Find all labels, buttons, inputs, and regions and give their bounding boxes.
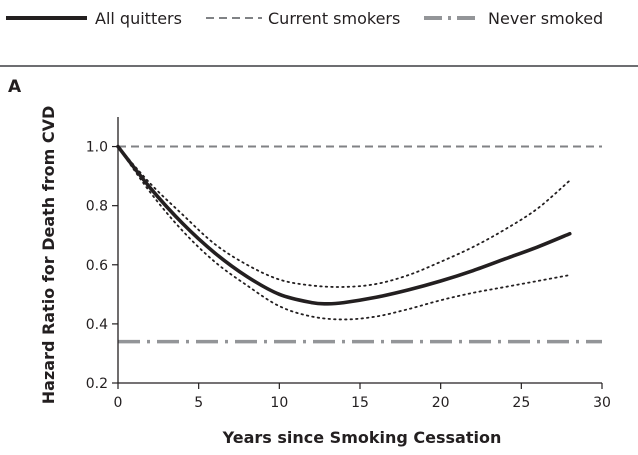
x-tick-label: 25 — [512, 395, 530, 411]
y-tick-label: 1.0 — [86, 140, 108, 156]
x-tick-label: 30 — [593, 395, 611, 411]
x-tick-label: 10 — [270, 395, 288, 411]
y-tick-label: 0.2 — [86, 376, 108, 392]
x-tick-label: 20 — [432, 395, 450, 411]
y-tick-label: 0.8 — [86, 199, 108, 215]
axes: 0 5 10 15 20 25 30 0.2 0.4 0.6 0.8 1.0 — [86, 117, 611, 411]
panel-label: A — [8, 77, 22, 97]
series-layer — [116, 144, 602, 344]
series-line-all-quitters — [116, 144, 572, 306]
y-tick-label: 0.4 — [86, 317, 108, 333]
series-line-upper-95-ci — [117, 145, 571, 288]
legend-label-never-smoked: Never smoked — [488, 9, 603, 28]
legend-label-all-quitters: All quitters — [95, 9, 182, 28]
x-axis-title: Years since Smoking Cessation — [222, 428, 502, 447]
legend-divider — [0, 65, 638, 67]
x-tick-label: 5 — [194, 395, 203, 411]
series-line-lower-95-ci — [117, 145, 571, 321]
y-tick-label: 0.6 — [86, 258, 108, 274]
y-axis-title: Hazard Ratio for Death from CVD — [39, 106, 58, 404]
legend-label-current-smokers: Current smokers — [268, 9, 400, 28]
x-tick-label: 0 — [114, 395, 123, 411]
x-tick-label: 15 — [351, 395, 369, 411]
legend: All quitters Current smokers Never smoke… — [6, 9, 603, 28]
